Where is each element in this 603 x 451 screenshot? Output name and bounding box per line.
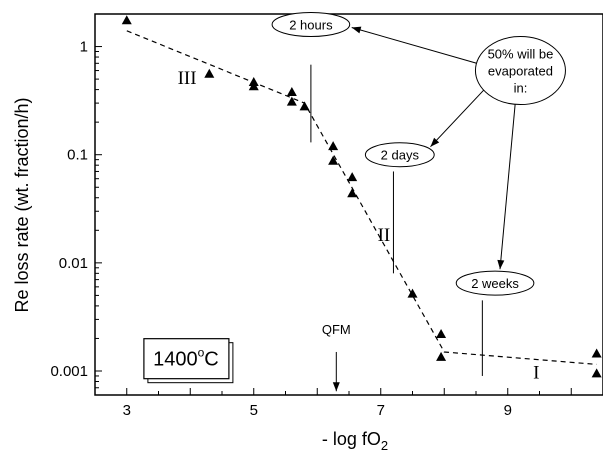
- data-point: [299, 101, 310, 111]
- data-point: [347, 172, 358, 182]
- data-point: [248, 81, 259, 91]
- note-arrow-head: [430, 137, 440, 147]
- x-axis-title-main: - log fO: [322, 429, 381, 449]
- temp-label: 1400oC: [153, 346, 219, 371]
- x-tick-label: 5: [250, 402, 258, 419]
- y-tick-label: 0.1: [67, 147, 88, 164]
- note-arrow-head: [497, 259, 505, 270]
- y-axis-ticks: 1 0.1 0.01 0.001: [50, 13, 102, 396]
- data-point: [591, 348, 602, 358]
- y-axis-title: Re loss rate (wt. fraction/h): [12, 97, 32, 312]
- data-point: [407, 288, 418, 298]
- temp-value: 1400: [153, 349, 198, 371]
- qfm-arrow-head: [332, 382, 340, 392]
- note-line: in:: [514, 81, 528, 96]
- data-point: [591, 368, 602, 378]
- regime-label: III: [178, 68, 197, 89]
- regime-label: II: [378, 225, 391, 246]
- data-point: [328, 155, 339, 165]
- x-axis-title: - log fO2: [322, 429, 388, 451]
- x-tick-label: 7: [377, 402, 385, 419]
- y-tick-label: 0.001: [50, 363, 88, 380]
- qfm-reference: QFM: [322, 322, 351, 392]
- regime-label: I: [533, 363, 539, 384]
- trend-line: [126, 30, 597, 365]
- qfm-label: QFM: [322, 322, 351, 337]
- x-axis-title-subscript: 2: [381, 438, 388, 451]
- time-marker-ellipse: [455, 270, 535, 296]
- data-point: [328, 141, 339, 151]
- x-tick-label: 3: [123, 402, 131, 419]
- note-arrow: [430, 89, 485, 148]
- note-line: 50% will be: [488, 47, 554, 62]
- data-point: [286, 87, 297, 97]
- y-tick-label: 0.01: [59, 255, 88, 272]
- y-tick-label: 1: [80, 39, 88, 56]
- data-point: [347, 188, 358, 198]
- temp-degree: o: [198, 346, 205, 360]
- data-point: [436, 351, 447, 361]
- data-point: [286, 96, 297, 106]
- time-marker-label: 2 weeks: [471, 276, 519, 291]
- time-marker-label: 2 days: [381, 148, 420, 163]
- note-line: evaporated: [488, 64, 553, 79]
- note-arrow-head: [351, 26, 362, 34]
- time-marker-label: 2 hours: [289, 17, 333, 32]
- data-point: [121, 15, 132, 25]
- data-point: [204, 68, 215, 78]
- time-marker-ellipse: [364, 142, 435, 168]
- note-arrow: [351, 27, 478, 64]
- evaporation-note: 50% will be evaporated in:: [474, 36, 566, 106]
- x-tick-label: 9: [504, 402, 512, 419]
- note-arrow: [499, 103, 516, 270]
- data-point: [436, 328, 447, 338]
- x-axis-ticks: 3 5 7 9: [123, 388, 572, 419]
- temperature-box: 1400oC: [143, 338, 234, 384]
- note-ellipse: [474, 36, 566, 106]
- temp-unit: C: [204, 349, 218, 371]
- data-points: [121, 15, 602, 378]
- temp-box-frame: [143, 338, 230, 380]
- time-marker-ellipse: [271, 11, 351, 37]
- time-markers: 2 hours 2 days 2 weeks: [271, 11, 535, 376]
